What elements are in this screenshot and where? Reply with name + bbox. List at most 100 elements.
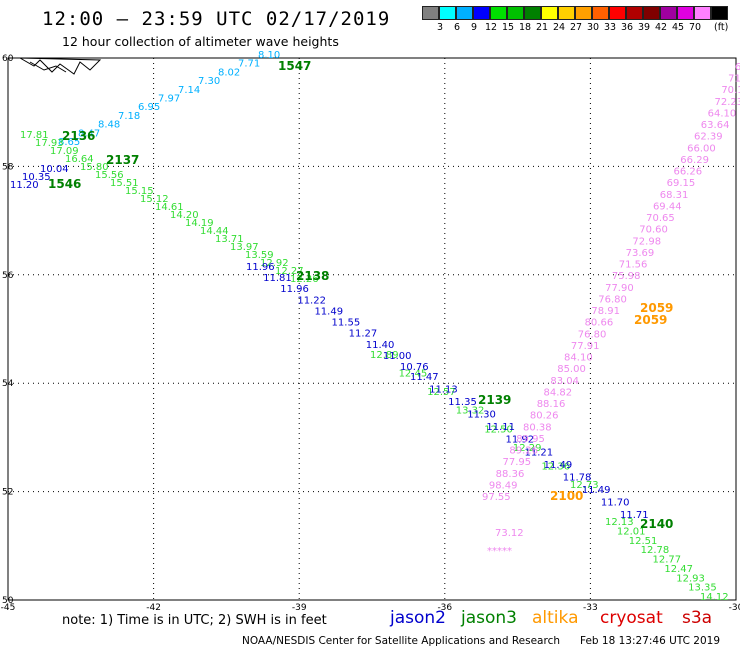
swh-value-label: 11.30 bbox=[467, 410, 496, 421]
swh-value-label: 8.47 bbox=[78, 128, 100, 139]
colorbar-swatch bbox=[558, 6, 575, 20]
altika-time-label: 2059 bbox=[634, 313, 667, 327]
swh-value-label: 72.23 bbox=[714, 97, 740, 108]
swh-value-label: 12.51 bbox=[629, 536, 658, 547]
swh-value-label: 11.49 bbox=[544, 460, 573, 471]
swh-value-label: 12.93 bbox=[676, 573, 705, 584]
swh-value-label: 70.12 bbox=[721, 85, 740, 96]
track-time-label: 2140 bbox=[640, 517, 673, 531]
swh-value-label: 14.44 bbox=[200, 226, 229, 237]
swh-value-label: 12.77 bbox=[653, 555, 682, 566]
swh-value-label: 15.12 bbox=[140, 194, 169, 205]
swh-value-label: 88.16 bbox=[537, 399, 566, 410]
swh-value-label: 15.80 bbox=[80, 162, 109, 173]
swh-value-label: 16.64 bbox=[65, 154, 94, 165]
swh-value-label: 12.01 bbox=[617, 526, 646, 537]
swh-value-label: 11.20 bbox=[10, 180, 39, 191]
swh-value-label: 10.04 bbox=[40, 164, 69, 175]
colorbar-tick: 21 bbox=[535, 22, 549, 33]
swh-value-label: 75.98 bbox=[612, 271, 641, 282]
track-time-label: 2137 bbox=[106, 153, 139, 167]
swh-value-label: 10.76 bbox=[400, 362, 429, 373]
x-tick-label: -42 bbox=[146, 603, 161, 613]
y-tick-label: 56 bbox=[2, 271, 14, 281]
swh-value-label: 11.55 bbox=[332, 318, 361, 329]
legend-altika: altika bbox=[532, 608, 579, 628]
swh-value-label: 12.50 bbox=[484, 424, 513, 435]
swh-value-label: 70.60 bbox=[639, 225, 668, 236]
swh-value-label: 78.91 bbox=[591, 306, 620, 317]
swh-value-label: 12.73 bbox=[570, 480, 599, 491]
footer-credit: NOAA/NESDIS Center for Satellite Applica… bbox=[242, 635, 560, 647]
swh-value-label: 11.78 bbox=[563, 472, 592, 483]
colorbar-tick: 24 bbox=[552, 22, 566, 33]
swh-value-label: 11.92 bbox=[505, 435, 534, 446]
swh-value-label: 12.29 bbox=[513, 443, 542, 454]
legend-s3a: s3a bbox=[682, 608, 713, 628]
colorbar-tick: 30 bbox=[586, 22, 600, 33]
swh-value-label: 13.59 bbox=[245, 250, 274, 261]
swh-value-label: 66.26 bbox=[673, 167, 702, 178]
x-tick-label: -30 bbox=[729, 603, 740, 613]
y-tick-label: 50 bbox=[2, 596, 14, 606]
axis-labels: -45 -42 -39 -36 -33 -30 60 58 56 54 52 50 bbox=[1, 54, 740, 613]
x-tick-label: -45 bbox=[1, 603, 16, 613]
swh-value-label: 11.49 bbox=[582, 485, 611, 496]
swh-value-label: 11.49 bbox=[314, 306, 343, 317]
swh-value-label: 12.26 bbox=[290, 274, 319, 285]
swh-value-label: 13.35 bbox=[688, 583, 717, 594]
colorbar-swatch bbox=[524, 6, 541, 20]
swh-value-label: 8.65 bbox=[58, 137, 80, 148]
colorbar-tick: 9 bbox=[470, 22, 478, 33]
swh-value-label: 17.81 bbox=[20, 130, 49, 141]
swh-value-label: 8.10 bbox=[258, 50, 280, 61]
swh-value-label: 73.69 bbox=[626, 248, 655, 259]
swh-value-label: 7.18 bbox=[118, 111, 140, 122]
swh-value-label: 11.00 bbox=[383, 351, 412, 362]
swh-value-label: 13.97 bbox=[230, 242, 259, 253]
swh-value-label: 77.95 bbox=[503, 457, 532, 468]
x-tick-label: -36 bbox=[437, 603, 452, 613]
swh-value-label: 84.82 bbox=[544, 387, 573, 398]
colorbar-swatch bbox=[592, 6, 609, 20]
swh-value-label: 8.48 bbox=[98, 120, 120, 131]
swh-value-label: 73.12 bbox=[495, 528, 524, 539]
swh-value-label: 15.15 bbox=[125, 186, 154, 197]
colorbar-swatch bbox=[439, 6, 456, 20]
legend-jason3: jason3 bbox=[461, 608, 517, 628]
swh-value-label: 69.15 bbox=[667, 178, 696, 189]
swh-value-label: 11.11 bbox=[486, 422, 515, 433]
swh-value-label: 7.71 bbox=[238, 59, 260, 70]
track-time-label: 2138 bbox=[296, 269, 329, 283]
swh-value-label: 11.13 bbox=[429, 385, 458, 396]
swh-value-label: 13.32 bbox=[456, 406, 485, 417]
swh-value-label: 14.12 bbox=[700, 592, 729, 603]
colorbar-tick: 42 bbox=[654, 22, 668, 33]
swh-value-label: 7.14 bbox=[178, 85, 200, 96]
swh-value-label: 17.93 bbox=[35, 138, 64, 149]
colorbar-tick: 33 bbox=[603, 22, 617, 33]
altika-time-label: 2100 bbox=[550, 489, 583, 503]
x-tick-label: -39 bbox=[292, 603, 307, 613]
track-time-label: 2136 bbox=[62, 129, 95, 143]
swh-value-label: 10.35 bbox=[22, 172, 51, 183]
colorbar-swatch bbox=[473, 6, 490, 20]
colorbar-swatch bbox=[643, 6, 660, 20]
colorbar-swatch bbox=[490, 6, 507, 20]
swh-value-label: 88.36 bbox=[496, 469, 525, 480]
swh-value-label: ***** bbox=[487, 546, 512, 557]
altika-time-label: 2059 bbox=[640, 301, 673, 315]
swh-value-label: 12.57 bbox=[427, 387, 456, 398]
colorbar-tick: 39 bbox=[637, 22, 651, 33]
swh-value-label: 11.70 bbox=[601, 497, 630, 508]
colorbar-swatch bbox=[422, 6, 439, 20]
swh-value-label: 97.55 bbox=[482, 492, 511, 503]
swh-value-label: 68.31 bbox=[660, 190, 689, 201]
y-tick-label: 58 bbox=[2, 162, 14, 172]
swh-value-label: 12.78 bbox=[641, 545, 670, 556]
colorbar-swatch bbox=[711, 6, 728, 20]
y-tick-label: 60 bbox=[2, 54, 14, 64]
y-tick-label: 54 bbox=[2, 379, 14, 389]
swh-value-label: 15.56 bbox=[95, 170, 124, 181]
